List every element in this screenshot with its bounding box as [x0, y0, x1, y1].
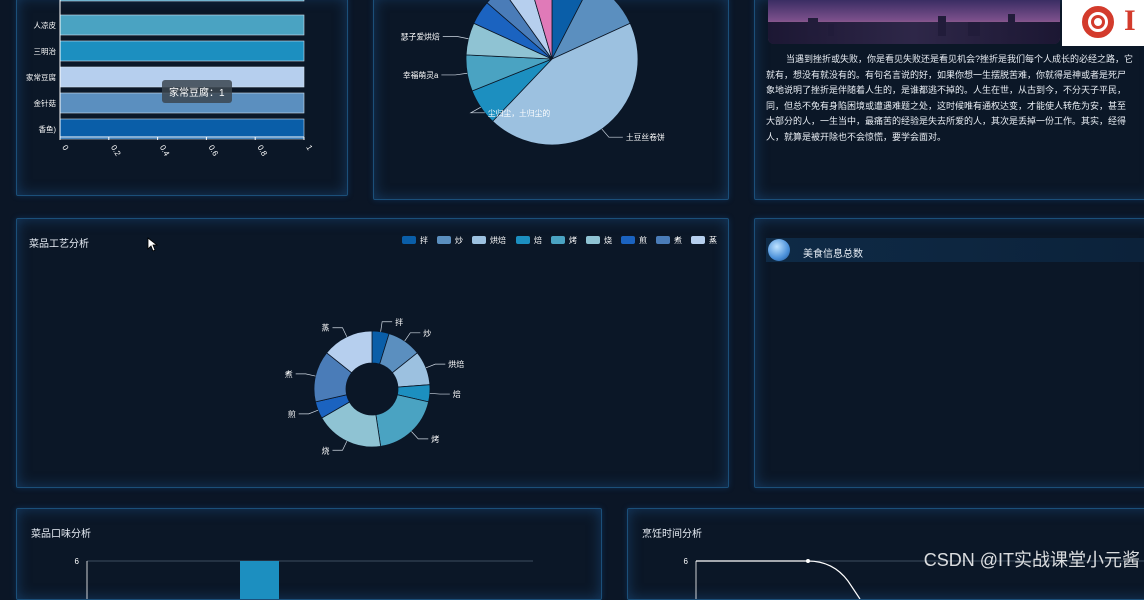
legend-swatch — [656, 236, 670, 244]
slice-label: 煮 — [285, 369, 293, 379]
label-line — [601, 128, 623, 138]
label-line — [332, 441, 348, 451]
slice-label: 烤 — [431, 434, 439, 444]
label-line — [442, 36, 469, 40]
legend-swatch — [621, 236, 635, 244]
legend-swatch — [402, 236, 416, 244]
y-tick-label: 家常豆腐 — [26, 72, 56, 82]
y-tick-label: 6 — [684, 557, 689, 566]
slice-label: 烘焙 — [448, 359, 464, 369]
legend-label: 烤 — [569, 235, 577, 245]
legend-label: 烧 — [604, 235, 612, 245]
label-line — [429, 392, 450, 395]
food-info-header — [766, 238, 1144, 262]
article-line: 当遇到挫折或失败，你是看见失败还是看见机会?挫折是我们每个人成长的必经之路，它 — [786, 54, 1134, 64]
pie-chart-panel: 一枝独秀1987土豆丝卷饼尘归尘，土归尘的幸福萌灵a瑟子爱烘焙拒理创造NX — [373, 0, 729, 200]
point — [806, 559, 810, 563]
legend-swatch — [516, 236, 530, 244]
craft-panel: 菜品工艺分析 拌炒烘焙焙烤烧煎煮蒸拌炒烘焙焙烤烧煎煮蒸 — [16, 218, 729, 488]
legend-label: 蒸 — [709, 235, 717, 245]
bar — [59, 40, 305, 62]
slice-label: 土豆丝卷饼 — [626, 132, 665, 142]
cook-time-title: 烹饪时间分析 — [642, 529, 702, 540]
legend-label: 煎 — [639, 235, 647, 245]
donut-slice — [326, 330, 373, 374]
watermark: CSDN @IT实战课堂小元酱 — [923, 550, 1140, 570]
label-line — [332, 327, 348, 337]
x-tick-label: 0 — [60, 144, 70, 153]
slice-label: 瑟子爱烘焙 — [401, 31, 440, 41]
label-line — [411, 431, 429, 440]
y-tick-label: 三明治 — [34, 46, 57, 56]
slice-label: 炒 — [423, 329, 431, 338]
taste-title: 菜品口味分析 — [31, 529, 91, 540]
legend-label: 烘焙 — [490, 235, 506, 245]
article-line: 同，但总不免有身陷困境或遭遇难题之处，这时候唯有通权达变，才能使人转危为安，甚至 — [766, 100, 1127, 111]
label-line — [404, 332, 421, 342]
label-line — [380, 321, 393, 332]
legend-label: 拌 — [420, 235, 428, 245]
x-tick-label: 0.2 — [109, 144, 123, 159]
legend-label: 焙 — [534, 235, 542, 245]
article-line: 就有，想没有就没有的。有句名言说的好，如果你想一生摆脱苦难，你就得是神或者是死尸 — [766, 69, 1127, 80]
slice-label: 烧 — [321, 445, 329, 455]
pie-slice — [492, 22, 639, 146]
pie-slice — [534, 0, 553, 60]
label-line — [425, 363, 446, 369]
y-tick-label: 香鱼) — [39, 124, 57, 134]
legend-label: 炒 — [455, 236, 463, 245]
y-tick-label: 人凉皮 — [34, 20, 57, 30]
bar-chart-panel: 人凉皮三明治家常豆腐金针菇香鱼) 0 0.2 0.4 0.6 0.8 1 — [16, 0, 348, 196]
legend-swatch — [437, 236, 451, 244]
food-info-title: 美食信息总数 — [803, 249, 863, 260]
donut-chart: 拌炒烘焙焙烤烧煎煮蒸拌炒烘焙焙烤烧煎煮蒸 — [285, 235, 717, 455]
slice-label: 焙 — [453, 389, 461, 399]
legend-label: 煮 — [674, 235, 682, 245]
label-line — [295, 373, 316, 377]
slice-label: 蒸 — [321, 323, 329, 333]
slice-label: 尘归尘，土归尘的 — [488, 108, 551, 118]
bar — [59, 14, 305, 36]
y-tick-label: 金针菇 — [34, 98, 57, 108]
taste-panel: 菜品口味分析 6 — [16, 508, 602, 600]
bar-tooltip: 家常豆腐：1 — [162, 80, 232, 103]
article-text: 当遇到挫折或失败，你是看见失败还是看见机会?挫折是我们每个人成长的必经之路，它 … — [766, 52, 1144, 146]
info-dot-icon — [768, 239, 790, 261]
legend-swatch — [691, 236, 705, 244]
city-photo — [768, 0, 1060, 44]
food-info-panel — [754, 218, 1144, 488]
bar — [59, 0, 305, 2]
article-line: 象地说明了挫折是伴随着人生的，是谁都逃不掉的。人生在世，从古到今，不分天子平民， — [766, 85, 1127, 96]
label-line — [298, 409, 319, 415]
x-tick-label: 0.4 — [158, 144, 172, 159]
bar — [240, 561, 279, 599]
article-line: 人，就算是被开除也不会惊慌，要学会面对。 — [766, 131, 947, 142]
x-tick-label: 0.8 — [255, 144, 269, 159]
label-line — [469, 106, 485, 114]
taste-chart: 6 — [75, 557, 533, 599]
brand-logo: I — [1062, 0, 1144, 46]
y-tick-label: 6 — [75, 557, 80, 566]
x-tick-label: 0.6 — [207, 144, 221, 159]
slice-label: 拌 — [395, 317, 403, 327]
slice-label: 幸福萌灵a — [403, 70, 439, 80]
bar — [59, 118, 305, 140]
pie-slice — [509, 0, 553, 60]
x-tick-label: 1 — [304, 144, 314, 153]
mouse-cursor-icon — [147, 237, 159, 252]
legend-swatch — [551, 236, 565, 244]
pie-slice — [486, 0, 553, 60]
legend-swatch — [472, 236, 486, 244]
pie-chart: 一枝独秀1987土豆丝卷饼尘归尘，土归尘的幸福萌灵a瑟子爱烘焙拒理创造NX — [401, 0, 665, 146]
article-line: 大部分的人，一生当中，最痛苦的经验是失去所爱的人，其次是丢掉一份工作。其实，经得 — [766, 116, 1127, 127]
legend-swatch — [586, 236, 600, 244]
label-line — [441, 72, 468, 76]
series-line — [696, 560, 861, 599]
craft-title: 菜品工艺分析 — [29, 239, 89, 250]
slice-label: 煎 — [288, 409, 296, 419]
